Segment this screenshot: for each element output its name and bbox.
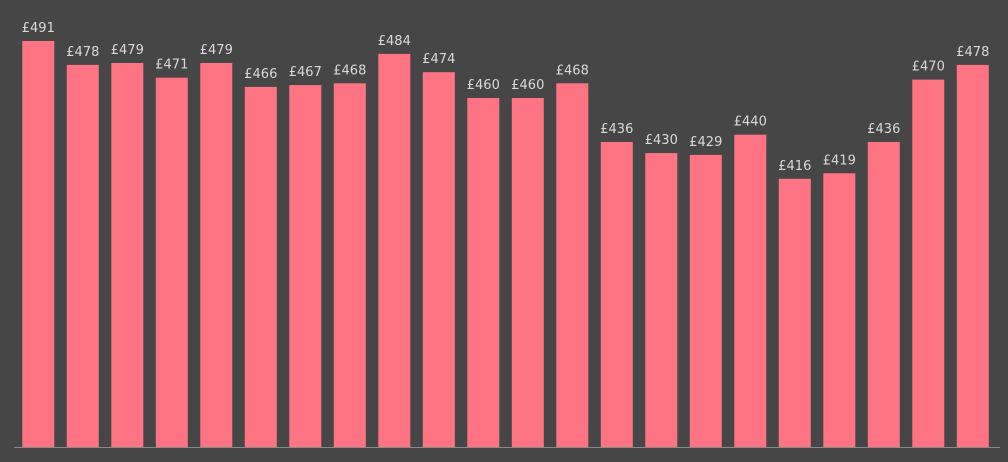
data-label-16: £429 [689,135,722,150]
bar-22 [956,64,989,448]
bar-5 [200,63,233,447]
bar-10 [422,72,455,447]
bar-7 [289,85,322,447]
bar-9 [378,53,411,448]
bar-4 [155,77,188,447]
data-label-22: £478 [956,45,989,60]
data-label-19: £419 [823,153,856,168]
data-label-12: £460 [511,78,544,93]
data-label-11: £460 [467,78,500,93]
bars-group [22,41,989,448]
data-label-6: £466 [244,67,277,82]
data-label-4: £471 [155,58,188,73]
bar-14 [600,142,633,447]
bar-8 [333,83,366,448]
data-label-14: £436 [600,122,633,137]
bar-13 [556,83,589,448]
data-label-20: £436 [867,122,900,137]
bar-18 [778,178,811,448]
bar-11 [467,98,500,447]
bar-16 [689,154,722,447]
data-labels-group: £491 £478 £479 £471 £479 £466 £467 £468 £484 £474… [22,21,990,174]
bar-6 [244,86,277,448]
data-label-9: £484 [378,34,411,49]
data-label-13: £468 [556,63,589,78]
bar-12 [511,98,544,447]
data-label-3: £479 [111,43,144,58]
data-label-17: £440 [734,115,767,130]
bar-19 [823,173,856,448]
bar-20 [867,142,900,447]
data-label-21: £470 [912,60,945,75]
bar-3 [111,63,144,447]
data-label-8: £468 [333,63,366,78]
bar-21 [912,79,945,447]
data-label-10: £474 [422,52,455,67]
data-label-15: £430 [645,133,678,148]
bar-17 [734,134,767,447]
bar-15 [645,153,678,447]
data-label-1: £491 [22,21,55,36]
bar-1 [22,41,55,447]
data-label-7: £467 [289,65,322,80]
bar-2 [66,64,99,448]
data-label-18: £416 [778,159,811,174]
data-label-5: £479 [200,43,233,58]
data-label-2: £478 [66,45,99,60]
